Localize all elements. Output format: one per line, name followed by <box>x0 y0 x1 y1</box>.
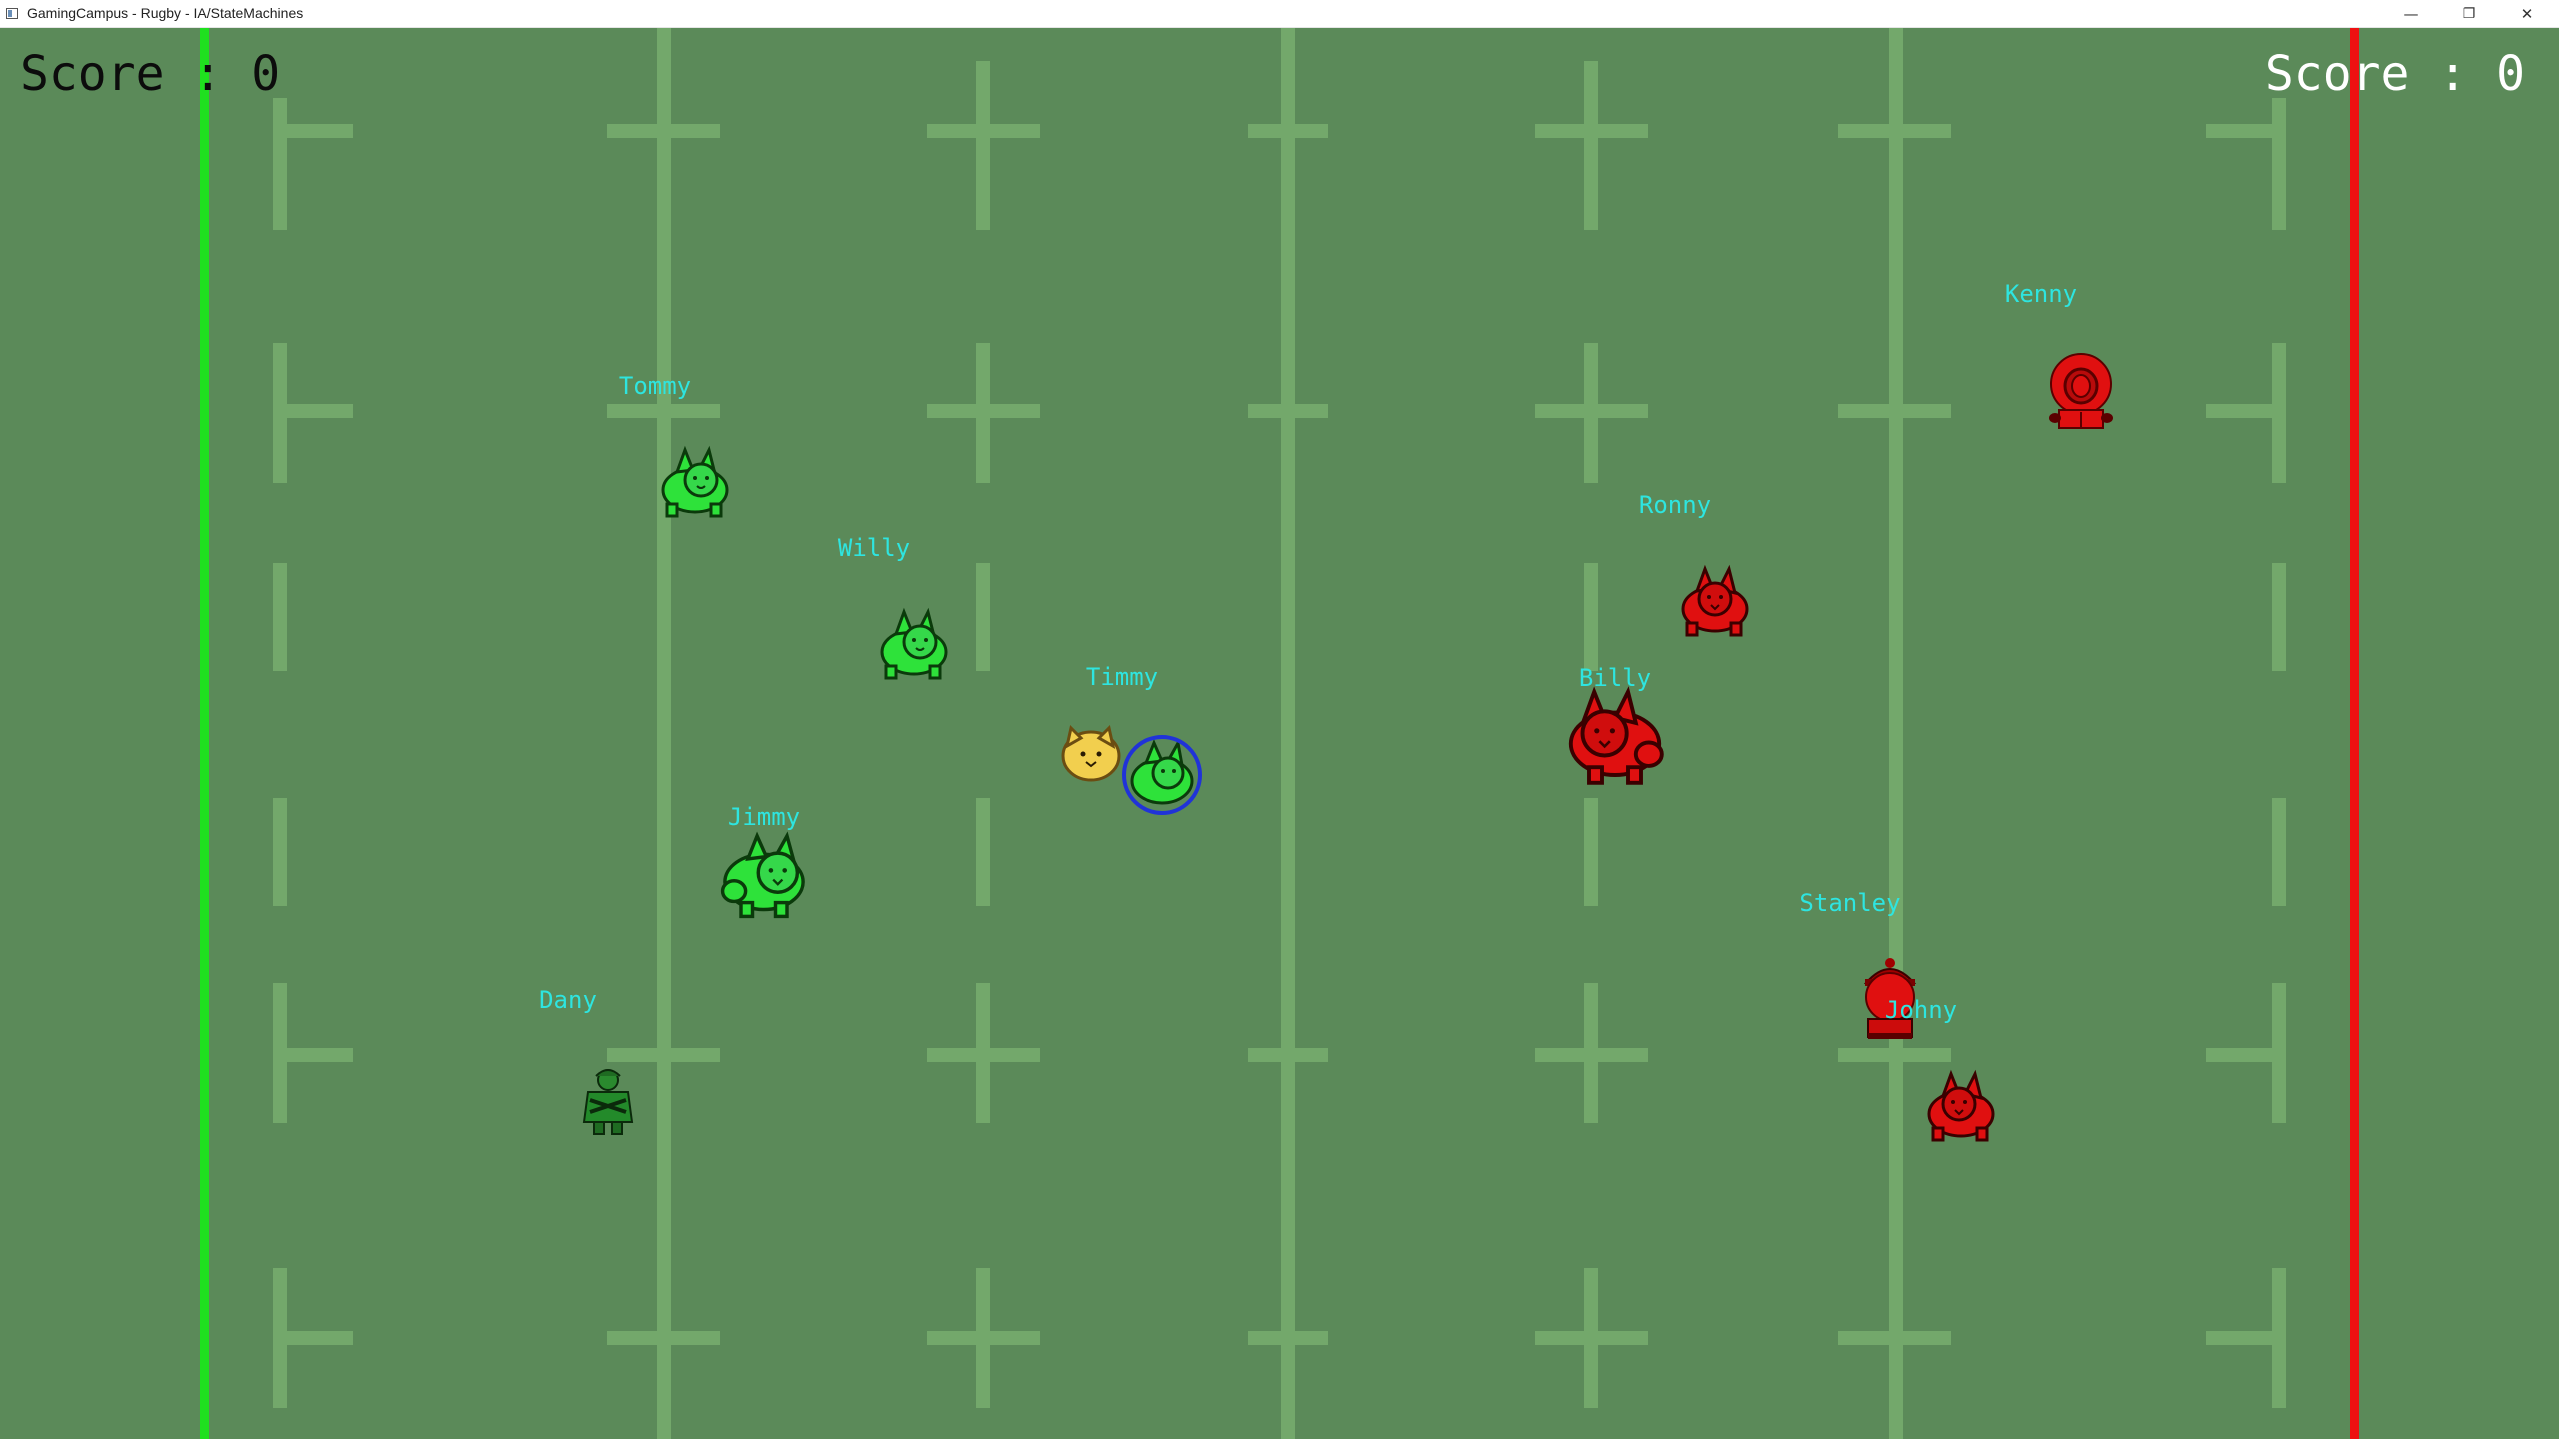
field-line-10m-right <box>1584 61 1598 1408</box>
score-right: Score : 0 <box>2264 46 2525 102</box>
green-try-line <box>200 28 209 1439</box>
player-name: Johny <box>1884 996 1958 1024</box>
field-line-5m-right <box>2272 98 2286 1408</box>
player-name: Dany <box>539 986 597 1014</box>
field-line-halfway <box>1281 28 1295 1439</box>
player-name: Billy <box>1578 664 1652 692</box>
rugby-field[interactable]: Score : 0 Score : 0 Tommy Willy T <box>0 28 2559 1439</box>
player-name: Kenny <box>2004 280 2078 308</box>
app-icon <box>6 8 18 19</box>
red-big-cat-icon <box>1568 686 1664 785</box>
score-left: Score : 0 <box>20 46 281 102</box>
player-name: Tommy <box>618 372 692 400</box>
red-try-line <box>2350 28 2359 1439</box>
field-markings <box>200 28 2359 1439</box>
red-kid-hat-icon <box>1863 958 1917 1039</box>
selection-ring <box>1122 735 1202 815</box>
field-line-22m-right <box>1889 28 1903 1439</box>
player-name: Ronny <box>1638 491 1712 519</box>
minimize-button[interactable]: — <box>2403 5 2419 23</box>
green-cat-icon <box>1122 735 1202 815</box>
player-name: Timmy <box>1085 663 1159 691</box>
field-lines <box>273 28 2286 1439</box>
rugby-ball-cat-icon[interactable] <box>1060 725 1122 787</box>
field-line-5m-left <box>273 98 287 1408</box>
green-big-cat-icon <box>720 831 805 919</box>
green-soldier-icon <box>582 1069 634 1135</box>
red-hooded-kid-icon <box>2049 353 2113 429</box>
close-button[interactable]: ✕ <box>2520 5 2534 23</box>
red-cat-icon <box>1927 1069 1995 1142</box>
player-name: Willy <box>837 534 911 562</box>
maximize-button[interactable]: ❐ <box>2462 6 2476 22</box>
green-cat-icon <box>661 445 729 518</box>
window-titlebar: GamingCampus - Rugby - IA/StateMachines … <box>0 0 2559 28</box>
window-title: GamingCampus - Rugby - IA/StateMachines <box>27 5 304 21</box>
field-hash-marks <box>273 124 2286 1345</box>
red-cat-icon <box>1681 564 1749 637</box>
player-name: Stanley <box>1799 889 1901 917</box>
player-name: Jimmy <box>727 803 801 831</box>
field-line-10m-left <box>976 61 990 1408</box>
field-line-22m-left <box>657 28 671 1439</box>
green-cat-icon <box>880 607 948 680</box>
